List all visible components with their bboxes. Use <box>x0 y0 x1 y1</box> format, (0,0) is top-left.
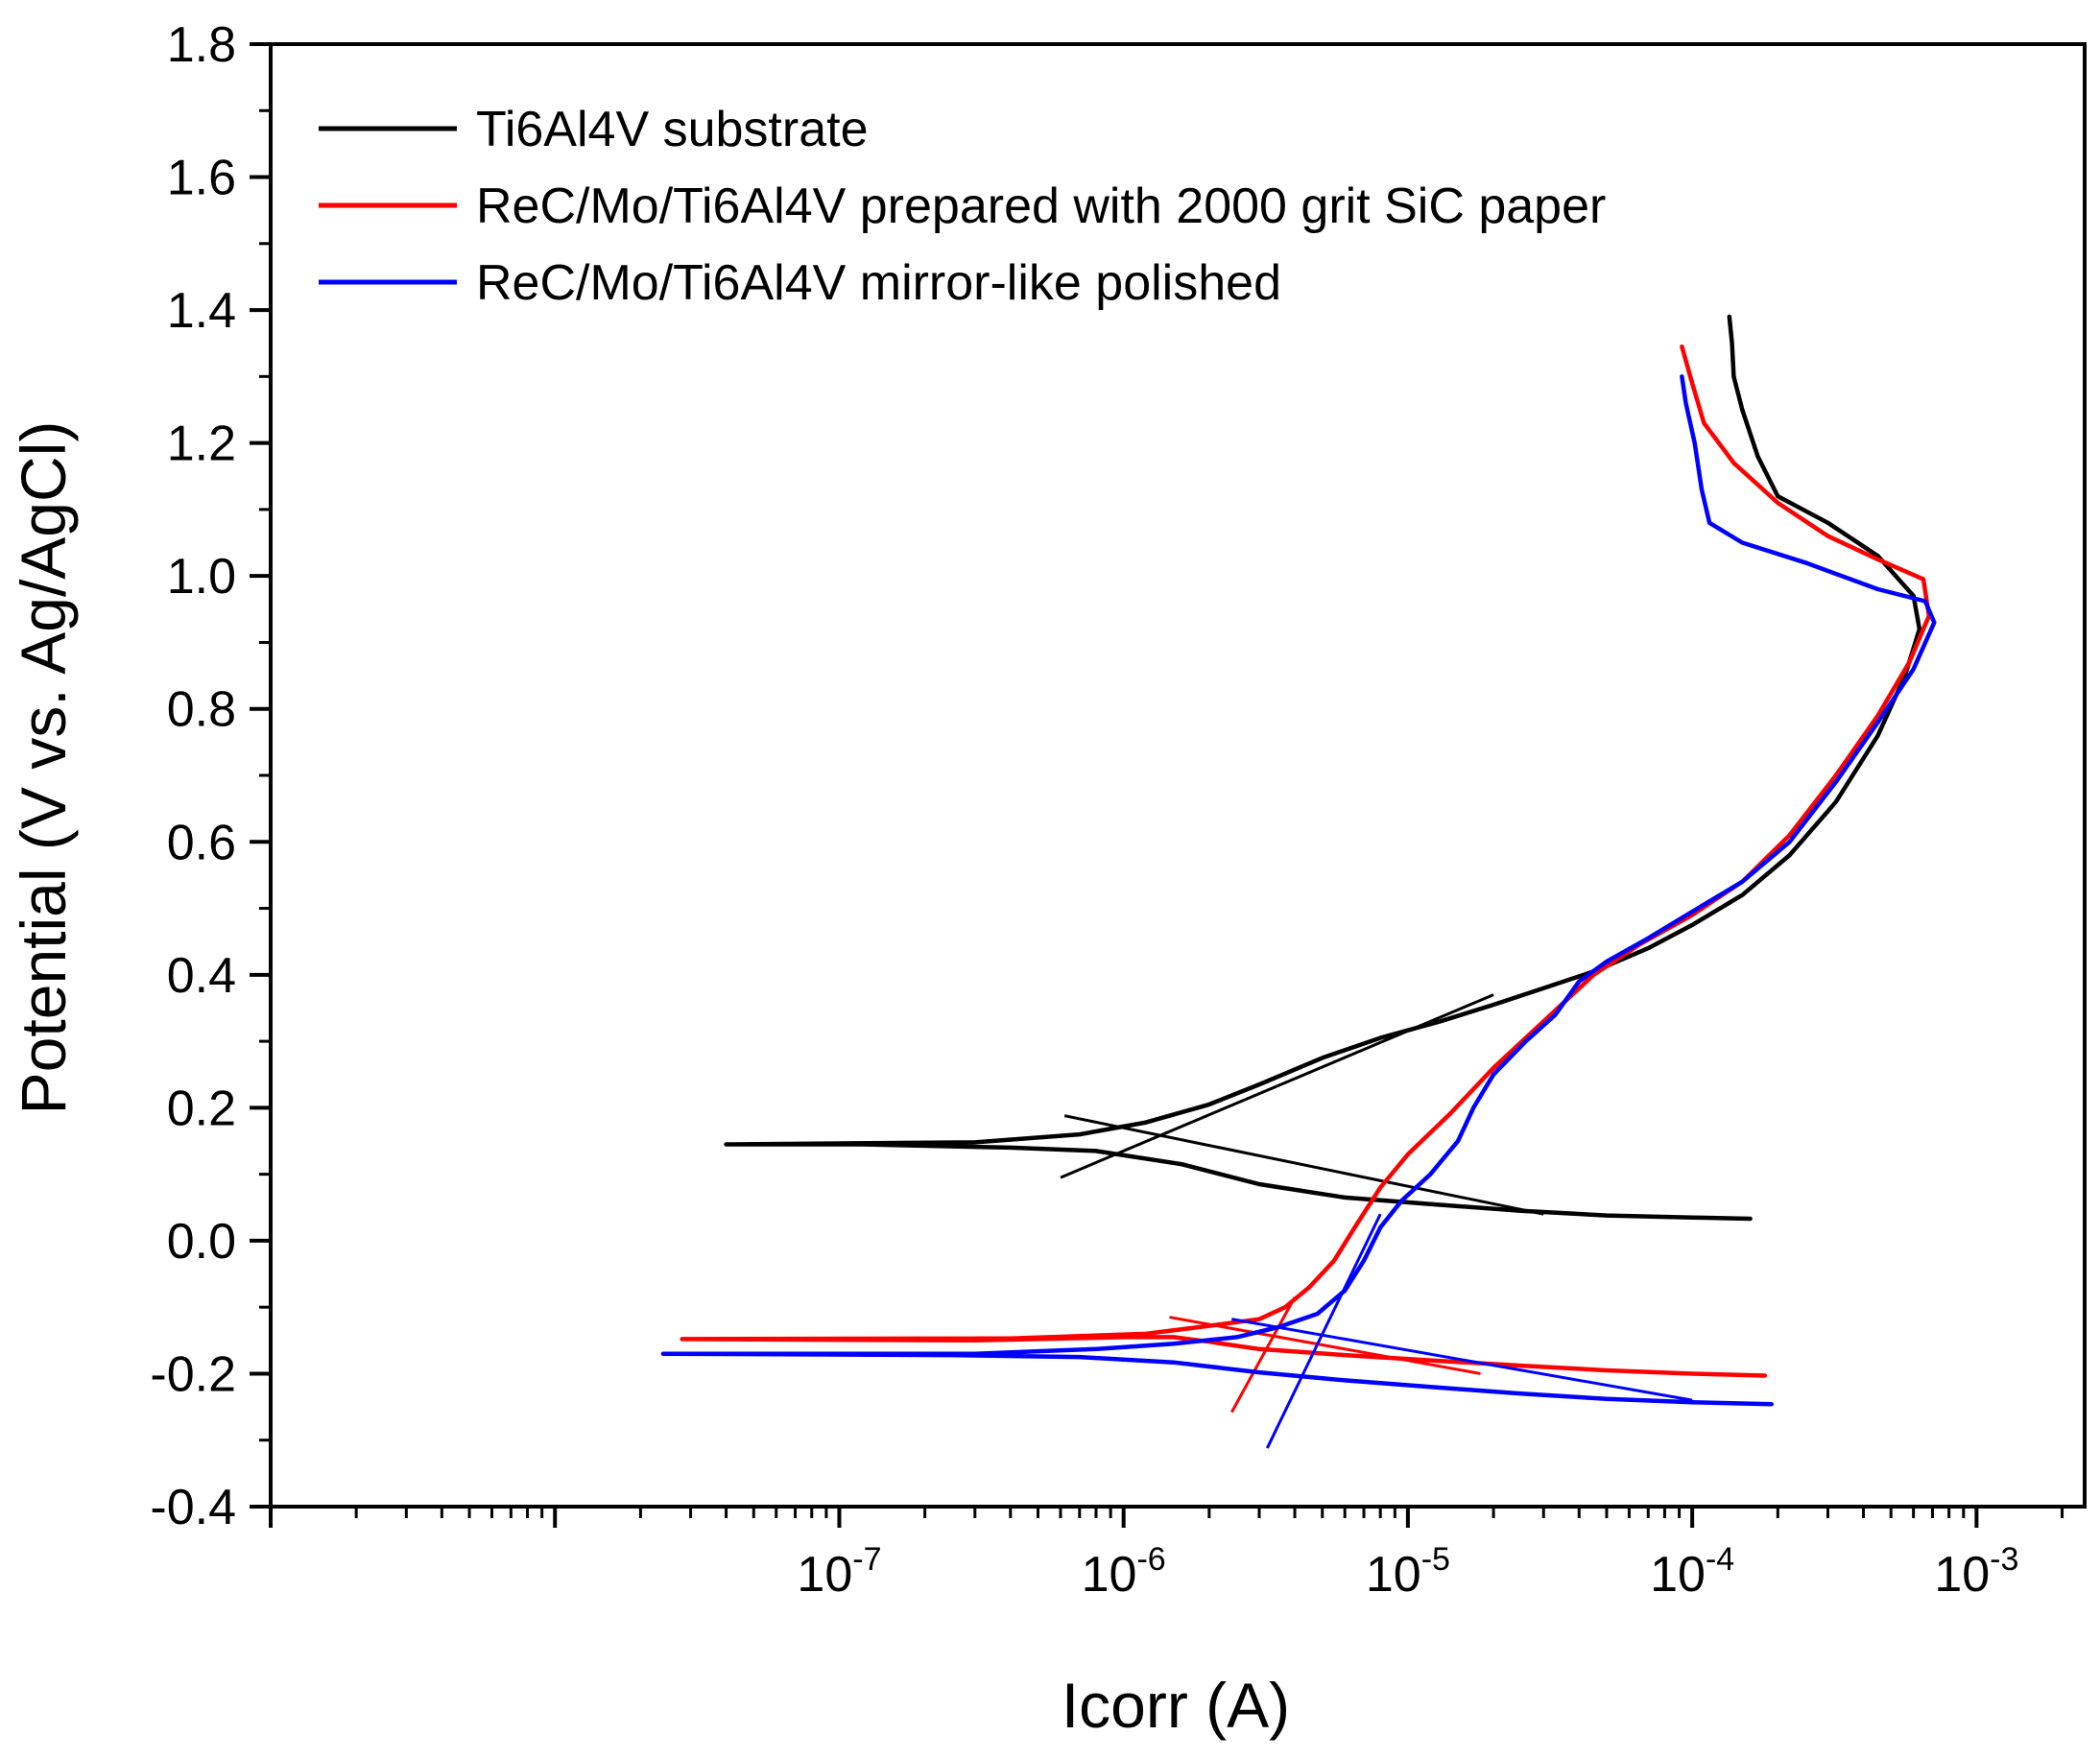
x-tick-label: 10-5 <box>1366 1541 1450 1603</box>
x-tick-base: 10 <box>797 1547 852 1603</box>
y-axis: -0.4 -0.2 0.0 0.2 0.4 0.6 0.8 1.0 1.2 1.4 1.6 1.8 <box>150 17 271 1535</box>
y-tick-label: 1.8 <box>167 17 236 73</box>
series-line-3 <box>660 374 1937 1407</box>
tafel-fit-3-2 <box>1265 1213 1382 1449</box>
tafel-fit-2-1 <box>1169 1316 1481 1375</box>
legend-label-1: Ti6Al4V substrate <box>476 102 868 157</box>
legend-label-3: ReC/Mo/Ti6Al4V mirror-like polished <box>476 255 1281 311</box>
tafel-fit-1-1 <box>1063 1114 1544 1216</box>
x-tick-label: 10-3 <box>1934 1541 2018 1603</box>
x-tick-exponent: -6 <box>1136 1541 1165 1578</box>
series-line-2 <box>680 344 1932 1378</box>
y-tick-label: -0.4 <box>150 1480 236 1535</box>
x-tick-label: 10-4 <box>1650 1541 1734 1603</box>
y-tick-label: 0.8 <box>167 682 236 738</box>
x-tick-base: 10 <box>1366 1547 1421 1603</box>
y-axis-title: Potential (V vs. Ag/AgCl) <box>8 421 79 1115</box>
tafel-fit-3-1 <box>1231 1318 1693 1402</box>
series-line-1 <box>724 314 1922 1222</box>
tafel-fit-2-2 <box>1229 1296 1297 1414</box>
y-tick-label: 0.0 <box>167 1214 236 1270</box>
x-tick-label: 10-6 <box>1082 1541 1166 1603</box>
x-axis: 10-7 10-6 10-5 10-4 10-3 <box>269 1507 2064 1603</box>
x-tick-exponent: -4 <box>1706 1541 1734 1578</box>
x-axis-title: Icorr (A) <box>1062 1670 1290 1741</box>
legend: Ti6Al4V substrate ReC/Mo/Ti6Al4V prepared… <box>319 102 1606 311</box>
x-tick-base: 10 <box>1650 1547 1706 1603</box>
x-tick-exponent: -5 <box>1421 1541 1450 1578</box>
x-tick-base: 10 <box>1082 1547 1137 1603</box>
series-layer <box>660 314 1937 1449</box>
x-tick-base: 10 <box>1934 1547 1990 1603</box>
y-tick-label: 0.4 <box>167 948 236 1004</box>
y-tick-label: 1.0 <box>167 549 236 605</box>
tafel-fit-1-2 <box>1060 993 1494 1179</box>
x-tick-exponent: -7 <box>852 1541 881 1578</box>
y-tick-label: 1.6 <box>167 151 236 206</box>
y-tick-label: 1.2 <box>167 416 236 472</box>
y-tick-label: -0.2 <box>150 1346 236 1402</box>
x-tick-label: 10-7 <box>797 1541 881 1603</box>
legend-label-2: ReC/Mo/Ti6Al4V prepared with 2000 grit S… <box>476 178 1606 234</box>
x-tick-exponent: -3 <box>1990 1541 2018 1578</box>
y-tick-label: 0.2 <box>167 1081 236 1136</box>
y-tick-label: 0.6 <box>167 815 236 870</box>
y-tick-label: 1.4 <box>167 283 236 339</box>
